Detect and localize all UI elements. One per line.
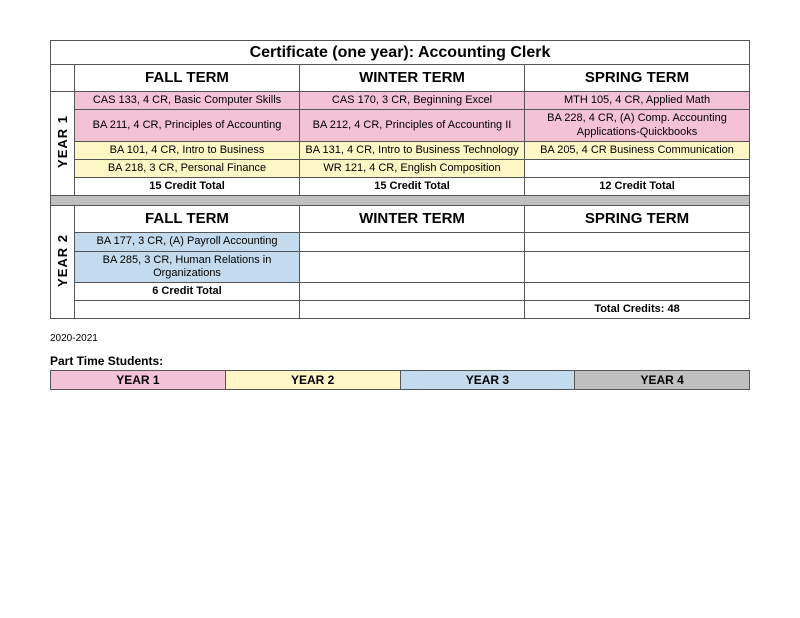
legend-cell-year3: YEAR 3 [400,371,575,390]
course-cell: BA 212, 4 CR, Principles of Accounting I… [300,110,525,141]
course-cell: BA 205, 4 CR Business Communication [525,141,750,159]
table-row: BA 211, 4 CR, Principles of Accounting B… [51,110,750,141]
year-2-label: YEAR 2 [55,234,71,287]
course-cell: BA 285, 3 CR, Human Relations in Organiz… [75,251,300,282]
total-cell: 15 Credit Total [75,178,300,196]
table-row: YEAR 1 CAS 133, 4 CR, Basic Computer Ski… [51,92,750,110]
table-row: BA 101, 4 CR, Intro to Business BA 131, … [51,141,750,159]
total-cell: 12 Credit Total [525,178,750,196]
total-cell: 6 Credit Total [75,282,300,300]
course-cell: CAS 133, 4 CR, Basic Computer Skills [75,92,300,110]
legend-cell-year1: YEAR 1 [51,371,226,390]
year-1-label: YEAR 1 [55,115,71,168]
page-title: Certificate (one year): Accounting Clerk [51,41,750,65]
grand-total-cell: Total Credits: 48 [525,301,750,319]
year-2-label-cell: YEAR 2 [51,206,75,319]
course-cell: BA 177, 3 CR, (A) Payroll Accounting [75,233,300,251]
curriculum-table: Certificate (one year): Accounting Clerk… [50,40,750,319]
totals-row-2: 6 Credit Total [51,282,750,300]
course-cell: BA 218, 3 CR, Personal Finance [75,159,300,177]
term-header-spring-2: SPRING TERM [525,206,750,233]
total-cell [300,282,525,300]
term-header-row-1: FALL TERM WINTER TERM SPRING TERM [51,65,750,92]
grand-total-cell [75,301,300,319]
term-header-winter-2: WINTER TERM [300,206,525,233]
term-header-spring-1: SPRING TERM [525,65,750,92]
course-cell: WR 121, 4 CR, English Composition [300,159,525,177]
course-cell [525,159,750,177]
academic-year: 2020-2021 [50,333,750,344]
term-header-row-2: YEAR 2 FALL TERM WINTER TERM SPRING TERM [51,206,750,233]
year-1-label-cell: YEAR 1 [51,92,75,196]
course-cell: BA 131, 4 CR, Intro to Business Technolo… [300,141,525,159]
term-header-fall-2: FALL TERM [75,206,300,233]
legend-row: YEAR 1 YEAR 2 YEAR 3 YEAR 4 [51,371,750,390]
table-row: BA 177, 3 CR, (A) Payroll Accounting [51,233,750,251]
grand-total-cell [300,301,525,319]
term-header-fall-1: FALL TERM [75,65,300,92]
course-cell: MTH 105, 4 CR, Applied Math [525,92,750,110]
course-cell [525,233,750,251]
legend-cell-year2: YEAR 2 [225,371,400,390]
grand-total-row: Total Credits: 48 [51,301,750,319]
term-header-winter-1: WINTER TERM [300,65,525,92]
totals-row-1: 15 Credit Total 15 Credit Total 12 Credi… [51,178,750,196]
course-cell: CAS 170, 3 CR, Beginning Excel [300,92,525,110]
legend-cell-year4: YEAR 4 [575,371,750,390]
blank-corner [51,65,75,92]
course-cell: BA 211, 4 CR, Principles of Accounting [75,110,300,141]
course-cell [300,233,525,251]
course-cell [525,251,750,282]
course-cell: BA 101, 4 CR, Intro to Business [75,141,300,159]
course-cell [300,251,525,282]
table-row: BA 285, 3 CR, Human Relations in Organiz… [51,251,750,282]
spacer [51,196,750,206]
part-time-label: Part Time Students: [50,354,750,368]
spacer-row [51,196,750,206]
total-cell [525,282,750,300]
total-cell: 15 Credit Total [300,178,525,196]
title-row: Certificate (one year): Accounting Clerk [51,41,750,65]
course-cell: BA 228, 4 CR, (A) Comp. Accounting Appli… [525,110,750,141]
table-row: BA 218, 3 CR, Personal Finance WR 121, 4… [51,159,750,177]
legend-table: YEAR 1 YEAR 2 YEAR 3 YEAR 4 [50,370,750,390]
